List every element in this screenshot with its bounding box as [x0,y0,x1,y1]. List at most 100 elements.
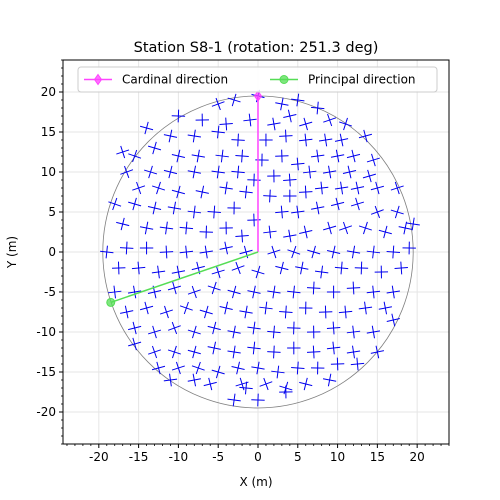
x-tick-label: 20 [410,450,425,464]
cross-arm [204,305,209,319]
cross-arm [192,129,196,143]
cross-marker [207,321,221,335]
cross-marker [334,181,349,195]
cross-arm [237,165,240,179]
cross-marker [235,377,249,391]
cross-marker [247,173,261,187]
cross-marker [366,285,381,299]
cross-arm [235,261,241,275]
cross-marker [191,261,205,275]
cross-marker [100,245,114,259]
cross-marker [275,149,289,163]
cross-arm [157,265,160,279]
cross-marker [211,265,225,279]
cross-marker [378,225,392,239]
cross-arm [232,325,236,339]
cross-arm [252,321,256,335]
cross-marker [116,145,130,159]
chart-title: Station S8-1 (rotation: 251.3 deg) [134,40,379,56]
cross-marker [299,185,313,199]
cross-arm [225,117,228,131]
cross-marker [159,221,174,235]
cross-arm [280,205,283,219]
cross-marker [267,117,281,131]
cross-arm [192,345,197,359]
cross-marker [366,325,381,339]
cross-marker [195,185,209,199]
cross-marker [318,133,333,147]
cross-marker [330,197,345,211]
cross-marker [386,313,400,327]
cross-marker [179,245,194,259]
cross-arm [364,301,367,315]
cross-arm [272,285,276,299]
cross-marker [366,153,380,167]
cross-marker [247,321,261,335]
cross-arm [232,345,236,359]
cross-marker [370,345,385,359]
cross-arm [284,305,287,319]
cross-marker [139,221,154,235]
cross-arm [165,221,168,235]
cross-marker [279,385,293,399]
cross-arm [132,149,138,163]
cross-arm [152,141,157,155]
cross-arm [256,361,260,375]
cross-marker [326,285,341,299]
cross-arm [211,281,217,295]
cross-marker [235,149,249,163]
cross-marker [239,305,253,319]
cross-marker [310,361,325,375]
cross-arm [185,245,188,259]
cross-marker [215,149,229,163]
cross-arm [292,285,295,299]
cross-arm [320,265,324,279]
cross-arm [363,129,368,143]
cross-arm [215,365,221,379]
cross-arm [352,325,355,339]
cross-marker [207,205,221,219]
cross-arm [391,313,396,327]
cross-arm [168,165,173,179]
legend-entry-cardinal: Cardinal direction [84,73,228,87]
cross-marker [187,129,202,143]
cross-arm [193,205,196,219]
cross-marker [310,101,325,115]
cross-marker [199,305,213,319]
cross-arm [124,165,130,179]
cross-arm [287,109,292,123]
cross-marker [350,197,365,211]
cross-arm [312,345,315,359]
cross-arm [316,101,319,115]
cross-arm [176,265,181,279]
cross-marker [239,381,253,395]
cross-marker [120,305,134,319]
cross-marker [306,281,321,295]
cross-marker [231,261,245,275]
cross-arm [316,149,320,163]
cross-arm [133,285,137,299]
cross-marker [179,301,193,315]
cross-marker [314,181,329,195]
cross-marker [187,373,201,387]
cross-arm [332,341,335,355]
cross-marker [171,185,185,199]
y-tick-label: -15 [36,365,56,379]
cross-marker [299,377,313,391]
cross-marker [291,93,305,107]
cross-arm [241,229,244,243]
cross-marker [259,301,273,315]
cross-arm [148,165,153,179]
y-tick-label: 15 [41,125,56,139]
cross-marker [128,321,142,335]
cross-arm [335,197,340,211]
y-tick-label: 5 [48,205,56,219]
x-tick-label: 5 [294,450,302,464]
x-tick-label: -20 [89,450,109,464]
cross-arm [344,305,347,319]
cross-marker [299,117,313,131]
cross-marker [295,261,309,275]
cross-marker [251,265,265,279]
cross-marker [167,345,181,359]
